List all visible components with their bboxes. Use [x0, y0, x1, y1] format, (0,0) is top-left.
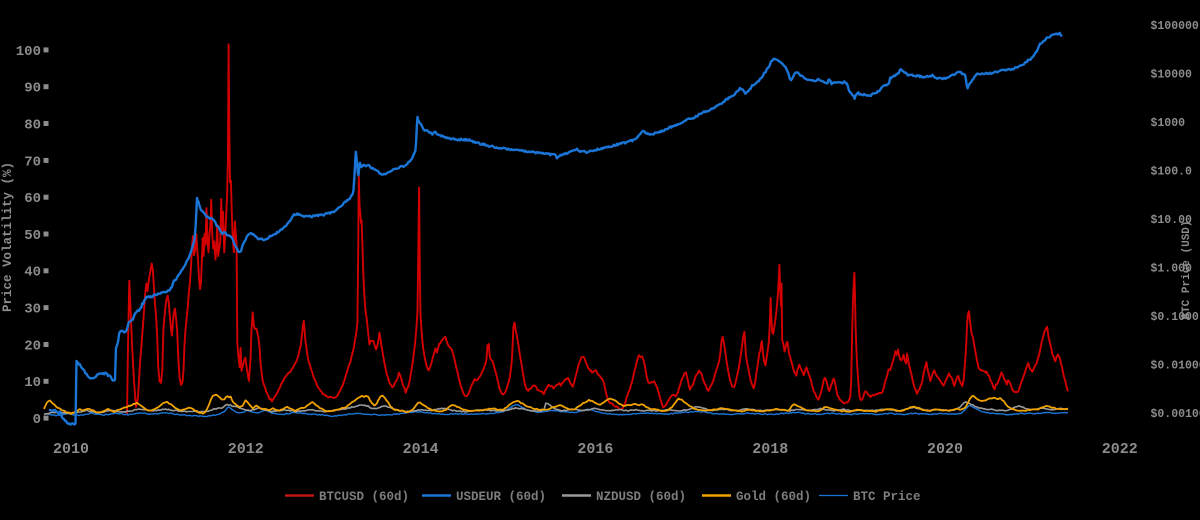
svg-text:60: 60: [24, 191, 41, 207]
svg-text:Gold (60d): Gold (60d): [736, 490, 811, 504]
svg-text:$10.00: $10.00: [1151, 214, 1193, 227]
svg-text:90: 90: [24, 81, 41, 97]
svg-text:0: 0: [33, 412, 41, 428]
svg-text:$100.0: $100.0: [1151, 166, 1193, 179]
svg-text:2018: 2018: [752, 441, 788, 458]
svg-text:BTC Price (USD): BTC Price (USD): [1181, 220, 1193, 319]
svg-text:2022: 2022: [1102, 441, 1138, 458]
svg-text:2010: 2010: [53, 441, 89, 458]
svg-text:2012: 2012: [228, 441, 264, 458]
svg-text:10: 10: [24, 375, 41, 391]
svg-text:30: 30: [24, 302, 41, 318]
svg-text:$100000: $100000: [1151, 20, 1199, 33]
svg-text:20: 20: [24, 338, 41, 354]
svg-text:80: 80: [24, 117, 41, 133]
svg-text:70: 70: [24, 154, 41, 170]
svg-text:$10000: $10000: [1151, 69, 1193, 82]
svg-text:100: 100: [16, 44, 41, 60]
svg-text:2014: 2014: [403, 441, 439, 458]
svg-text:$0.01000: $0.01000: [1151, 360, 1200, 373]
svg-text:Price Volatility (%): Price Volatility (%): [1, 162, 15, 312]
svg-text:USDEUR (60d): USDEUR (60d): [456, 490, 546, 504]
svg-text:2020: 2020: [927, 441, 963, 458]
svg-text:40: 40: [24, 265, 41, 281]
svg-text:$0.00100: $0.00100: [1151, 408, 1200, 421]
svg-text:$1000: $1000: [1151, 117, 1186, 130]
svg-text:50: 50: [24, 228, 41, 244]
svg-text:BTCUSD (60d): BTCUSD (60d): [319, 490, 409, 504]
svg-text:NZDUSD (60d): NZDUSD (60d): [596, 490, 686, 504]
svg-text:$0.1000: $0.1000: [1151, 311, 1199, 324]
svg-text:$1.000: $1.000: [1151, 263, 1193, 276]
svg-text:2016: 2016: [577, 441, 613, 458]
svg-text:BTC Price: BTC Price: [853, 490, 921, 504]
